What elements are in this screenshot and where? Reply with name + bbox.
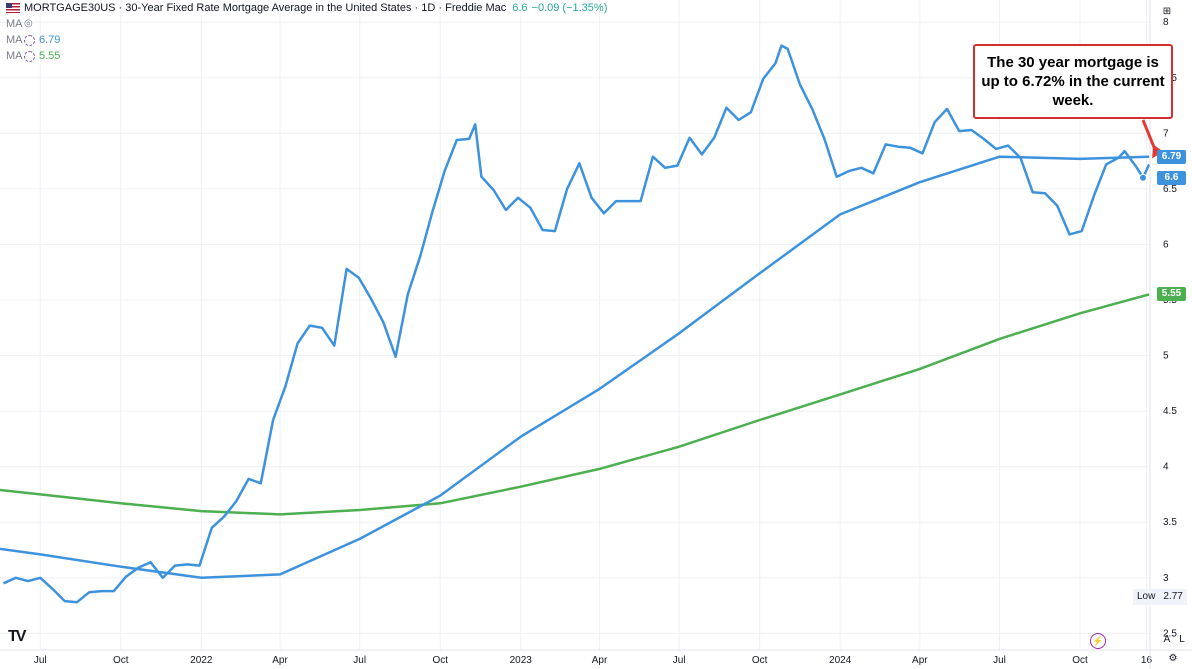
auto-scale-button[interactable]: A: [1163, 634, 1171, 645]
legend-ma-3[interactable]: MA 5.55: [0, 48, 607, 64]
x-tick-label: Oct: [113, 655, 129, 666]
ma-label: MA: [6, 18, 23, 30]
low-label-text: Low: [1133, 589, 1160, 605]
price-label-last: 6.6: [1157, 170, 1186, 185]
x-tick-label: Oct: [1072, 655, 1088, 666]
annotation-text: The 30 year mortgage is up to 6.72% in t…: [981, 54, 1165, 109]
low-label: Low 2.77: [1133, 589, 1187, 605]
x-tick-label: Apr: [272, 655, 288, 666]
price-label-ma-slow: 5.55: [1157, 287, 1186, 302]
source: Freddie Mac: [445, 2, 507, 14]
x-tick-label: Jul: [673, 655, 686, 666]
grid: [0, 0, 1150, 650]
y-tick-label: 6.5: [1163, 184, 1177, 195]
x-tick-label: Jul: [34, 655, 47, 666]
legend: MORTGAGE30US · 30-Year Fixed Rate Mortga…: [0, 0, 607, 64]
x-tick-label: 2022: [190, 655, 213, 666]
price-label-ma: 6.79: [1157, 149, 1186, 164]
legend-ma-2[interactable]: MA 6.79: [0, 32, 607, 48]
x-tick-label: Oct: [432, 655, 448, 666]
y-tick-label: 4: [1163, 462, 1169, 473]
x-tick-label: Apr: [912, 655, 928, 666]
y-tick-label: 3.5: [1163, 517, 1177, 528]
ma-label: MA: [6, 50, 23, 62]
ma-settings-icon[interactable]: [24, 50, 35, 62]
last-value: 6.6: [512, 2, 528, 14]
ma-line-slow: [0, 293, 1150, 516]
y-tick-label: 5: [1163, 351, 1169, 362]
y-tick-label: 3: [1163, 573, 1169, 584]
y-tick-label: 2.5: [1163, 628, 1177, 639]
x-tick-label: Apr: [592, 655, 608, 666]
ma-settings-icon[interactable]: [24, 34, 35, 46]
y-tick-label: 4.5: [1163, 406, 1177, 417]
eye-icon[interactable]: ◎: [24, 18, 33, 29]
low-label-value: 2.77: [1159, 589, 1187, 605]
y-tick-label: 7: [1163, 128, 1169, 139]
change-value: −0.09 (−1.35%): [531, 2, 608, 14]
log-scale-button[interactable]: L: [1179, 634, 1185, 645]
title-row: MORTGAGE30US · 30-Year Fixed Rate Mortga…: [0, 0, 607, 16]
lightning-icon[interactable]: ⚡: [1090, 633, 1106, 649]
annotation-callout[interactable]: The 30 year mortgage is up to 6.72% in t…: [973, 44, 1173, 119]
tradingview-logo[interactable]: TV: [8, 628, 27, 645]
ma-line-fast: [0, 155, 1150, 580]
x-tick-label: Jul: [993, 655, 1006, 666]
ma-value: 5.55: [39, 50, 61, 62]
x-tick-label: Jul: [353, 655, 366, 666]
us-flag-icon: [6, 3, 20, 13]
legend-ma-1[interactable]: MA ◎: [0, 16, 607, 32]
symbol[interactable]: MORTGAGE30US: [24, 2, 116, 14]
last-point-marker: [1138, 173, 1147, 182]
y-tick-label: 6: [1163, 239, 1169, 250]
interval[interactable]: 1D: [421, 2, 436, 14]
x-tick-label: 2023: [510, 655, 533, 666]
x-tick-label: Oct: [752, 655, 768, 666]
settings-gear-icon[interactable]: ⚙: [1168, 653, 1178, 664]
series-layer: [0, 44, 1151, 604]
x-tick-label: 2024: [829, 655, 852, 666]
scale-icon[interactable]: ⊞: [1162, 6, 1172, 17]
ma-value: 6.79: [39, 34, 61, 46]
ma-label: MA: [6, 34, 23, 46]
chart-title: 30-Year Fixed Rate Mortgage Average in t…: [125, 2, 412, 14]
y-tick-label: 8: [1163, 17, 1169, 28]
price-line: [2, 44, 1151, 604]
x-tick-label: 16: [1141, 655, 1153, 666]
